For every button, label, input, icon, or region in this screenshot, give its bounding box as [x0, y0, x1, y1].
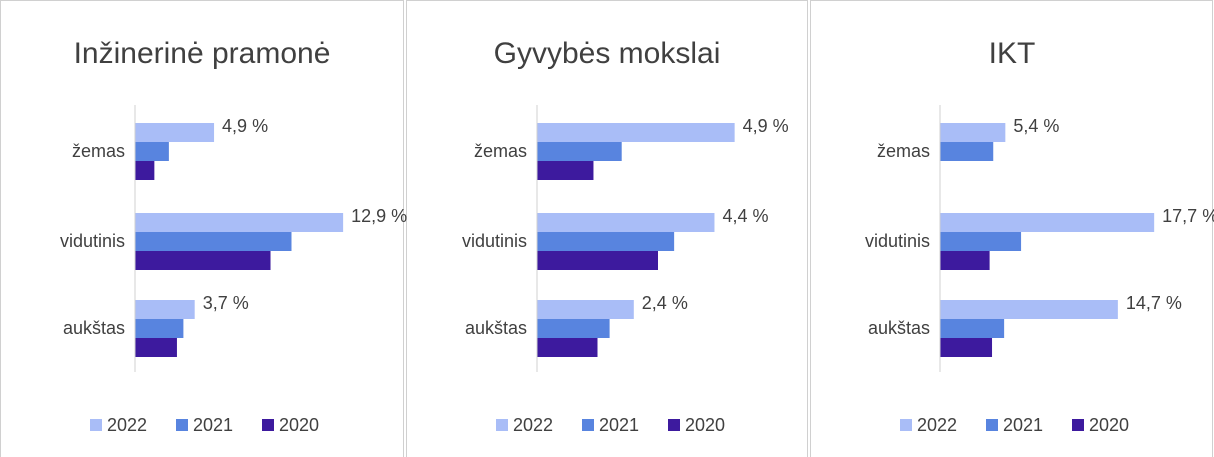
bar	[940, 123, 1006, 142]
category-label: žemas	[877, 141, 930, 161]
legend-label: 2022	[917, 415, 957, 435]
category-label: aukštas	[63, 318, 125, 338]
bar	[940, 338, 993, 357]
bar	[537, 123, 735, 142]
legend-label: 2020	[1089, 415, 1129, 435]
bar	[537, 319, 610, 338]
value-label: 5,4 %	[1013, 116, 1059, 136]
bar	[135, 319, 184, 338]
bar	[135, 338, 177, 357]
bar	[537, 232, 675, 251]
legend-label: 2020	[685, 415, 725, 435]
legend-swatch	[900, 419, 912, 431]
bar	[537, 161, 594, 180]
bar	[135, 300, 195, 319]
value-label: 12,9 %	[351, 206, 407, 226]
category-label: vidutinis	[865, 231, 930, 251]
bar	[940, 251, 990, 270]
bar	[940, 213, 1155, 232]
legend-label: 2021	[193, 415, 233, 435]
bar	[135, 142, 169, 161]
legend-label: 2021	[1003, 415, 1043, 435]
value-label: 4,9 %	[222, 116, 268, 136]
legend-label: 2021	[599, 415, 639, 435]
value-label: 4,4 %	[722, 206, 768, 226]
legend-label: 2020	[279, 415, 319, 435]
legend-swatch	[986, 419, 998, 431]
legend-swatch	[496, 419, 508, 431]
bar	[940, 319, 1005, 338]
legend-label: 2022	[107, 415, 147, 435]
value-label: 14,7 %	[1126, 293, 1182, 313]
value-label: 4,9 %	[743, 116, 789, 136]
bar	[135, 123, 215, 142]
panel-border	[0, 0, 404, 457]
bar	[135, 161, 155, 180]
bar	[940, 142, 994, 161]
category-label: žemas	[72, 141, 125, 161]
category-label: vidutinis	[60, 231, 125, 251]
category-label: vidutinis	[462, 231, 527, 251]
value-label: 3,7 %	[203, 293, 249, 313]
value-label: 2,4 %	[642, 293, 688, 313]
legend-swatch	[262, 419, 274, 431]
bar	[135, 232, 292, 251]
panel-border	[406, 0, 808, 457]
bar	[537, 142, 622, 161]
chart-title: Gyvybės mokslai	[494, 37, 721, 70]
bar	[537, 300, 634, 319]
bar	[537, 251, 658, 270]
chart-title: Inžinerinė pramonė	[74, 37, 331, 70]
value-label: 17,7 %	[1162, 206, 1214, 226]
category-label: aukštas	[465, 318, 527, 338]
bar	[940, 232, 1022, 251]
panel-border	[810, 0, 1213, 457]
bar	[940, 300, 1118, 319]
legend-swatch	[176, 419, 188, 431]
legend-label: 2022	[513, 415, 553, 435]
bar	[537, 338, 598, 357]
category-label: žemas	[474, 141, 527, 161]
bar	[537, 213, 715, 232]
legend-swatch	[1072, 419, 1084, 431]
legend-swatch	[582, 419, 594, 431]
bar	[135, 213, 344, 232]
legend-swatch	[668, 419, 680, 431]
chart-title: IKT	[989, 37, 1036, 70]
legend-swatch	[90, 419, 102, 431]
bar	[135, 251, 271, 270]
category-label: aukštas	[868, 318, 930, 338]
